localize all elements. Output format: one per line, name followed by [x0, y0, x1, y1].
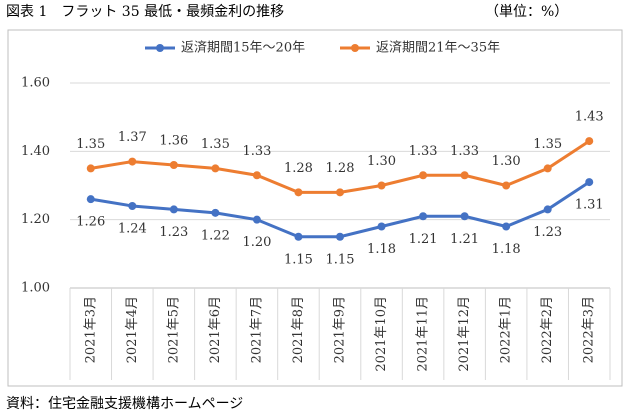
data-label: 1.35	[533, 137, 562, 152]
data-label: 1.18	[492, 242, 521, 257]
data-point	[169, 205, 178, 214]
data-point	[252, 215, 261, 224]
data-point	[419, 212, 428, 221]
data-point	[377, 222, 386, 231]
data-point	[128, 157, 137, 166]
legend-marker	[156, 44, 164, 52]
y-tick-label: 1.60	[21, 76, 50, 91]
data-label: 1.35	[201, 137, 230, 152]
data-point	[211, 208, 220, 217]
x-tick-label: 2021年7月	[249, 296, 264, 363]
data-point	[460, 212, 469, 221]
data-point	[543, 164, 552, 173]
x-tick-label: 2022年3月	[582, 296, 597, 363]
data-label: 1.18	[367, 242, 396, 257]
data-label: 1.33	[450, 144, 479, 159]
y-tick-label: 1.20	[21, 212, 50, 227]
data-label: 1.21	[450, 232, 479, 247]
data-point	[86, 195, 95, 204]
x-tick-label: 2021年8月	[291, 296, 306, 363]
legend-marker	[351, 44, 359, 52]
x-tick-label: 2021年12月	[457, 296, 472, 372]
data-label: 1.31	[575, 198, 604, 213]
data-point	[585, 137, 594, 146]
y-tick-label: 1.40	[21, 144, 50, 159]
data-label: 1.23	[159, 225, 188, 240]
data-label: 1.15	[284, 252, 313, 267]
data-label: 1.20	[242, 235, 271, 250]
data-label: 1.43	[575, 110, 604, 125]
data-point	[585, 178, 594, 187]
data-label: 1.28	[326, 161, 355, 176]
data-point	[336, 232, 344, 241]
x-tick-label: 2021年10月	[374, 296, 389, 372]
data-label: 1.26	[76, 215, 105, 230]
x-tick-label: 2022年1月	[499, 296, 514, 363]
x-tick-label: 2021年4月	[125, 296, 140, 363]
data-point	[377, 181, 386, 190]
data-point	[336, 188, 344, 197]
data-point	[419, 171, 428, 180]
y-tick-label: 1.00	[21, 281, 50, 296]
data-label: 1.30	[492, 154, 521, 169]
data-point	[211, 164, 220, 173]
x-tick-label: 2021年5月	[166, 296, 181, 363]
data-point	[86, 164, 95, 173]
chart-title: 図表 1 フラット 35 最低・最頻金利の推移	[6, 4, 284, 20]
x-tick-label: 2021年6月	[208, 296, 223, 363]
data-label: 1.33	[242, 144, 271, 159]
data-label: 1.22	[201, 228, 230, 243]
data-point	[252, 171, 261, 180]
data-label: 1.28	[284, 161, 313, 176]
data-point	[543, 205, 552, 214]
data-label: 1.15	[326, 252, 355, 267]
data-point	[502, 181, 511, 190]
source-note: 資料：住宅金融支援機構ホームページ	[6, 396, 243, 412]
data-label: 1.35	[76, 137, 105, 152]
x-tick-label: 2021年3月	[83, 296, 98, 363]
data-point	[460, 171, 469, 180]
x-tick-label: 2021年9月	[333, 296, 348, 363]
data-point	[169, 161, 178, 169]
chart-frame	[7, 29, 623, 387]
data-point	[128, 202, 137, 210]
data-label: 1.21	[409, 232, 438, 247]
legend-label: 返済期間15年～20年	[181, 40, 305, 56]
data-label: 1.24	[118, 222, 147, 237]
data-label: 1.30	[367, 154, 396, 169]
data-label: 1.36	[159, 134, 188, 149]
unit-note: （単位：%）	[485, 4, 568, 20]
x-tick-label: 2022年2月	[540, 296, 555, 363]
legend-label: 返済期間21年～35年	[376, 40, 500, 56]
data-point	[294, 188, 303, 197]
x-tick-label: 2021年11月	[416, 296, 431, 372]
data-point	[294, 232, 303, 241]
data-label: 1.37	[118, 130, 147, 145]
data-label: 1.23	[533, 225, 562, 240]
data-label: 1.33	[409, 144, 438, 159]
data-point	[502, 222, 511, 231]
